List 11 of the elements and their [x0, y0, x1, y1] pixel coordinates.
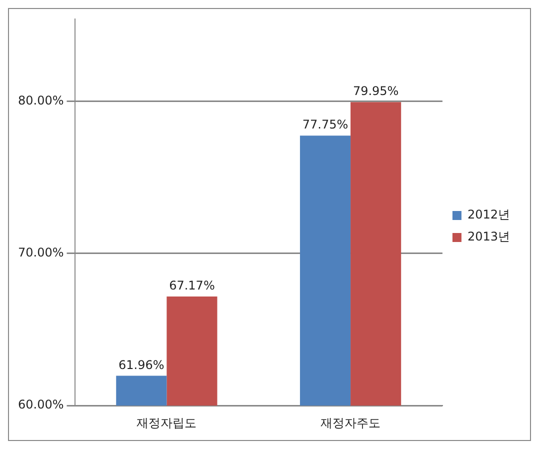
- data-label: 79.95%: [352, 84, 399, 98]
- data-label: 61.96%: [118, 358, 164, 372]
- y-tick-label: 60.00%: [18, 398, 64, 412]
- data-label: 77.75%: [302, 118, 348, 132]
- legend-label: 2012년: [467, 208, 510, 222]
- x-tick-label: 재정자립도: [136, 416, 197, 430]
- y-tick-label: 80.00%: [18, 93, 64, 108]
- legend-label: 2013년: [467, 230, 510, 244]
- x-tick-label: 재정자주도: [320, 416, 381, 430]
- data-label: 67.17%: [169, 278, 215, 293]
- y-tick-label: 70.00%: [18, 246, 64, 260]
